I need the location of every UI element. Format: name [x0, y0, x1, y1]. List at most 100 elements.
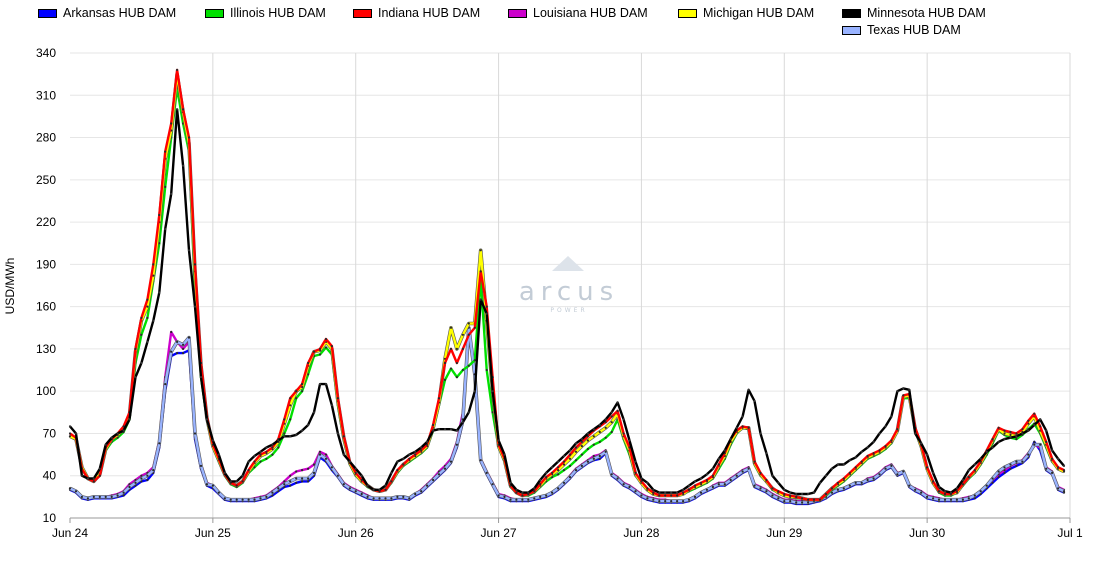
- legend-swatch: [353, 8, 372, 18]
- data-point: [830, 467, 834, 470]
- data-point: [1027, 419, 1030, 422]
- data-point: [443, 378, 447, 381]
- data-point: [670, 491, 673, 494]
- data-point: [187, 249, 191, 252]
- data-point: [182, 352, 185, 355]
- data-point: [586, 447, 590, 451]
- data-point: [390, 471, 393, 474]
- y-tick-label: 280: [36, 131, 56, 145]
- data-point: [741, 470, 744, 473]
- data-point: [908, 388, 911, 391]
- series-lines: [68, 68, 1066, 506]
- legend-item[interactable]: Arkansas HUB DAM: [38, 6, 176, 20]
- data-point: [592, 428, 595, 431]
- data-point: [973, 469, 976, 472]
- data-point: [247, 498, 250, 501]
- data-point: [955, 490, 959, 493]
- data-point: [616, 409, 619, 412]
- data-point: [628, 439, 631, 442]
- data-point: [503, 495, 506, 498]
- data-point: [1003, 466, 1006, 469]
- series-line: [69, 68, 1065, 501]
- data-point: [765, 478, 768, 482]
- data-point: [408, 457, 411, 460]
- data-point: [515, 498, 518, 501]
- data-point: [354, 471, 357, 474]
- data-point: [354, 490, 357, 493]
- data-point: [122, 429, 125, 432]
- data-point: [890, 415, 893, 418]
- data-point: [1009, 433, 1012, 436]
- data-point: [461, 333, 464, 336]
- data-point: [158, 213, 161, 217]
- data-point: [937, 485, 941, 489]
- data-point: [146, 474, 149, 477]
- data-point: [420, 446, 423, 449]
- data-point: [902, 394, 905, 397]
- data-point: [646, 497, 649, 500]
- data-point: [193, 305, 197, 308]
- data-point: [557, 469, 560, 472]
- data-point: [229, 480, 232, 483]
- data-point: [235, 484, 238, 487]
- legend-item[interactable]: Indiana HUB DAM: [353, 6, 480, 20]
- data-point: [955, 498, 959, 501]
- data-point: [795, 501, 798, 504]
- data-point: [182, 164, 185, 167]
- data-point: [533, 497, 536, 500]
- data-point: [985, 450, 988, 453]
- data-point: [735, 426, 738, 429]
- data-point: [753, 460, 756, 463]
- axes: 10 40 70 100 130 160 190 220 250 280 310 340 Jun 24 J…: [36, 46, 1083, 540]
- data-point: [610, 411, 613, 414]
- data-point: [640, 494, 643, 497]
- data-point: [307, 361, 310, 365]
- data-point: [479, 249, 482, 252]
- data-point: [562, 454, 566, 458]
- legend-item[interactable]: Illinois HUB DAM: [205, 6, 326, 20]
- data-point: [943, 490, 947, 493]
- data-point: [402, 457, 405, 460]
- legend-item[interactable]: Minnesota HUB DAM: [842, 6, 986, 20]
- data-point: [580, 453, 584, 456]
- data-point: [420, 490, 423, 493]
- data-point: [926, 453, 929, 456]
- legend-item[interactable]: Michigan HUB DAM: [678, 6, 814, 20]
- y-tick-label: 250: [36, 173, 56, 187]
- data-point: [301, 429, 304, 432]
- data-point: [598, 423, 601, 427]
- data-point: [842, 487, 845, 490]
- data-point: [836, 488, 840, 491]
- data-point: [330, 466, 333, 469]
- data-point: [973, 494, 976, 497]
- data-point: [146, 298, 149, 301]
- data-point: [312, 411, 316, 414]
- data-point: [967, 497, 970, 500]
- data-point: [318, 383, 322, 386]
- data-point: [182, 343, 185, 346]
- legend-item[interactable]: Texas HUB DAM: [842, 23, 961, 37]
- data-point: [914, 432, 917, 435]
- data-point: [860, 460, 863, 463]
- data-point: [312, 463, 316, 466]
- data-point: [1003, 471, 1006, 474]
- data-point: [1045, 467, 1048, 470]
- legend-label: Minnesota HUB DAM: [867, 6, 986, 20]
- data-point: [979, 457, 982, 460]
- data-point: [586, 439, 590, 442]
- data-point: [449, 367, 453, 370]
- data-point: [414, 453, 417, 456]
- data-point: [491, 390, 494, 393]
- data-point: [312, 350, 316, 353]
- data-point: [187, 336, 191, 339]
- data-point: [640, 477, 643, 480]
- data-point: [307, 423, 310, 427]
- data-point: [205, 483, 208, 486]
- data-point: [146, 340, 149, 343]
- data-point: [312, 471, 316, 474]
- data-point: [372, 497, 375, 500]
- data-point: [765, 452, 768, 455]
- data-point: [646, 487, 649, 490]
- data-point: [318, 453, 322, 456]
- legend-item[interactable]: Louisiana HUB DAM: [508, 6, 648, 20]
